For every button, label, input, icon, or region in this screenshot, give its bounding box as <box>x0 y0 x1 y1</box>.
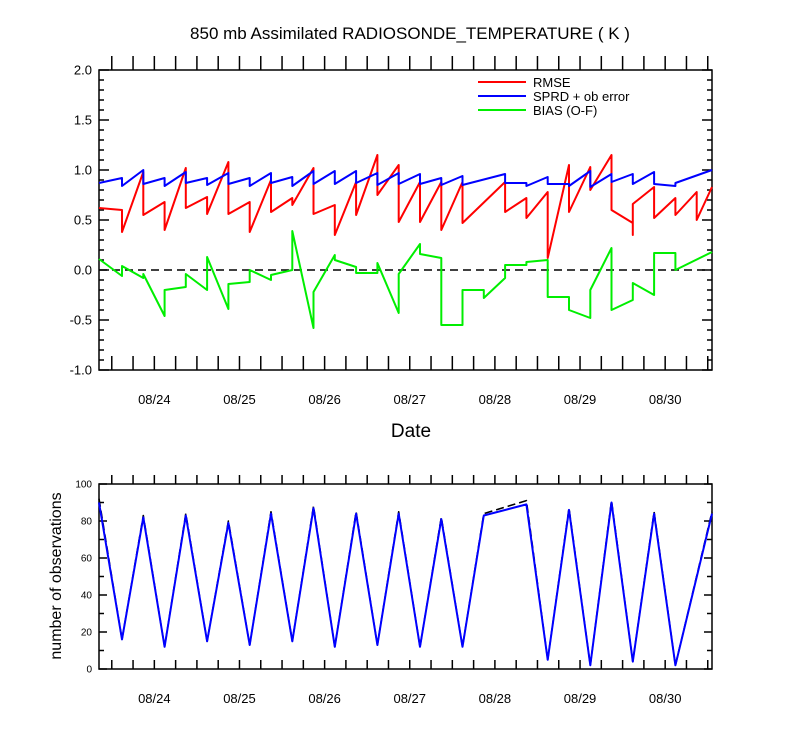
bottom-ytick-label: 60 <box>81 554 93 565</box>
bottom-chart-ylabel: number of observations <box>48 492 65 659</box>
top-legend-label: SPRD + ob error <box>533 89 630 104</box>
top-frame <box>98 69 713 371</box>
top-ytick-label: 1.0 <box>74 163 92 178</box>
top-ytick-label: -0.5 <box>70 313 92 328</box>
top-series-rmse <box>98 154 713 259</box>
top-chart-xlabel: Date <box>391 421 431 442</box>
top-xtick-label: 08/30 <box>649 392 682 407</box>
top-chart: -1.0 -0.5 0.0 0.5 1.0 1.5 2.0 08/24 08/25 08/26 08… <box>70 56 713 407</box>
top-xtick-label: 08/28 <box>479 392 512 407</box>
bottom-ytick-label: 100 <box>75 480 92 491</box>
top-legend-label: RMSE <box>533 75 571 90</box>
bottom-xtick-label: 08/25 <box>223 691 256 706</box>
bottom-xtick-label: 08/30 <box>649 691 682 706</box>
bottom-ytick-label: 80 <box>81 517 93 528</box>
bottom-xtick-label: 08/27 <box>393 691 426 706</box>
bottom-frame <box>98 483 713 670</box>
top-series-sprd-ob-error <box>98 169 713 188</box>
bottom-ytick-label: 40 <box>81 591 93 602</box>
top-xtick-label: 08/24 <box>138 392 171 407</box>
top-ytick-label: -1.0 <box>70 363 92 378</box>
bottom-series-assimilated <box>98 501 713 667</box>
top-xtick-label: 08/29 <box>564 392 597 407</box>
bottom-ytick-label: 0 <box>86 665 92 676</box>
top-xtick-label: 08/26 <box>308 392 341 407</box>
bottom-series-possible <box>98 498 713 667</box>
top-xtick-label: 08/27 <box>393 392 426 407</box>
top-xtick-label: 08/25 <box>223 392 256 407</box>
bottom-xtick-label: 08/24 <box>138 691 171 706</box>
top-chart-title: 850 mb Assimilated RADIOSONDE_TEMPERATUR… <box>190 24 630 43</box>
top-ytick-label: 0.5 <box>74 213 92 228</box>
bottom-chart: 0 20 40 60 80 100 08/24 08/25 08/26 08/27 08/28 08/… <box>75 475 713 706</box>
top-legend-label: BIAS (O-F) <box>533 103 597 118</box>
bottom-xtick-label: 08/29 <box>564 691 597 706</box>
top-ytick-label: 0.0 <box>74 263 92 278</box>
top-ytick-label: 1.5 <box>74 113 92 128</box>
bottom-xtick-label: 08/26 <box>308 691 341 706</box>
top-series-bias-o-f <box>98 230 713 329</box>
bottom-ytick-label: 20 <box>81 628 93 639</box>
bottom-xtick-label: 08/28 <box>479 691 512 706</box>
top-ytick-label: 2.0 <box>74 63 92 78</box>
